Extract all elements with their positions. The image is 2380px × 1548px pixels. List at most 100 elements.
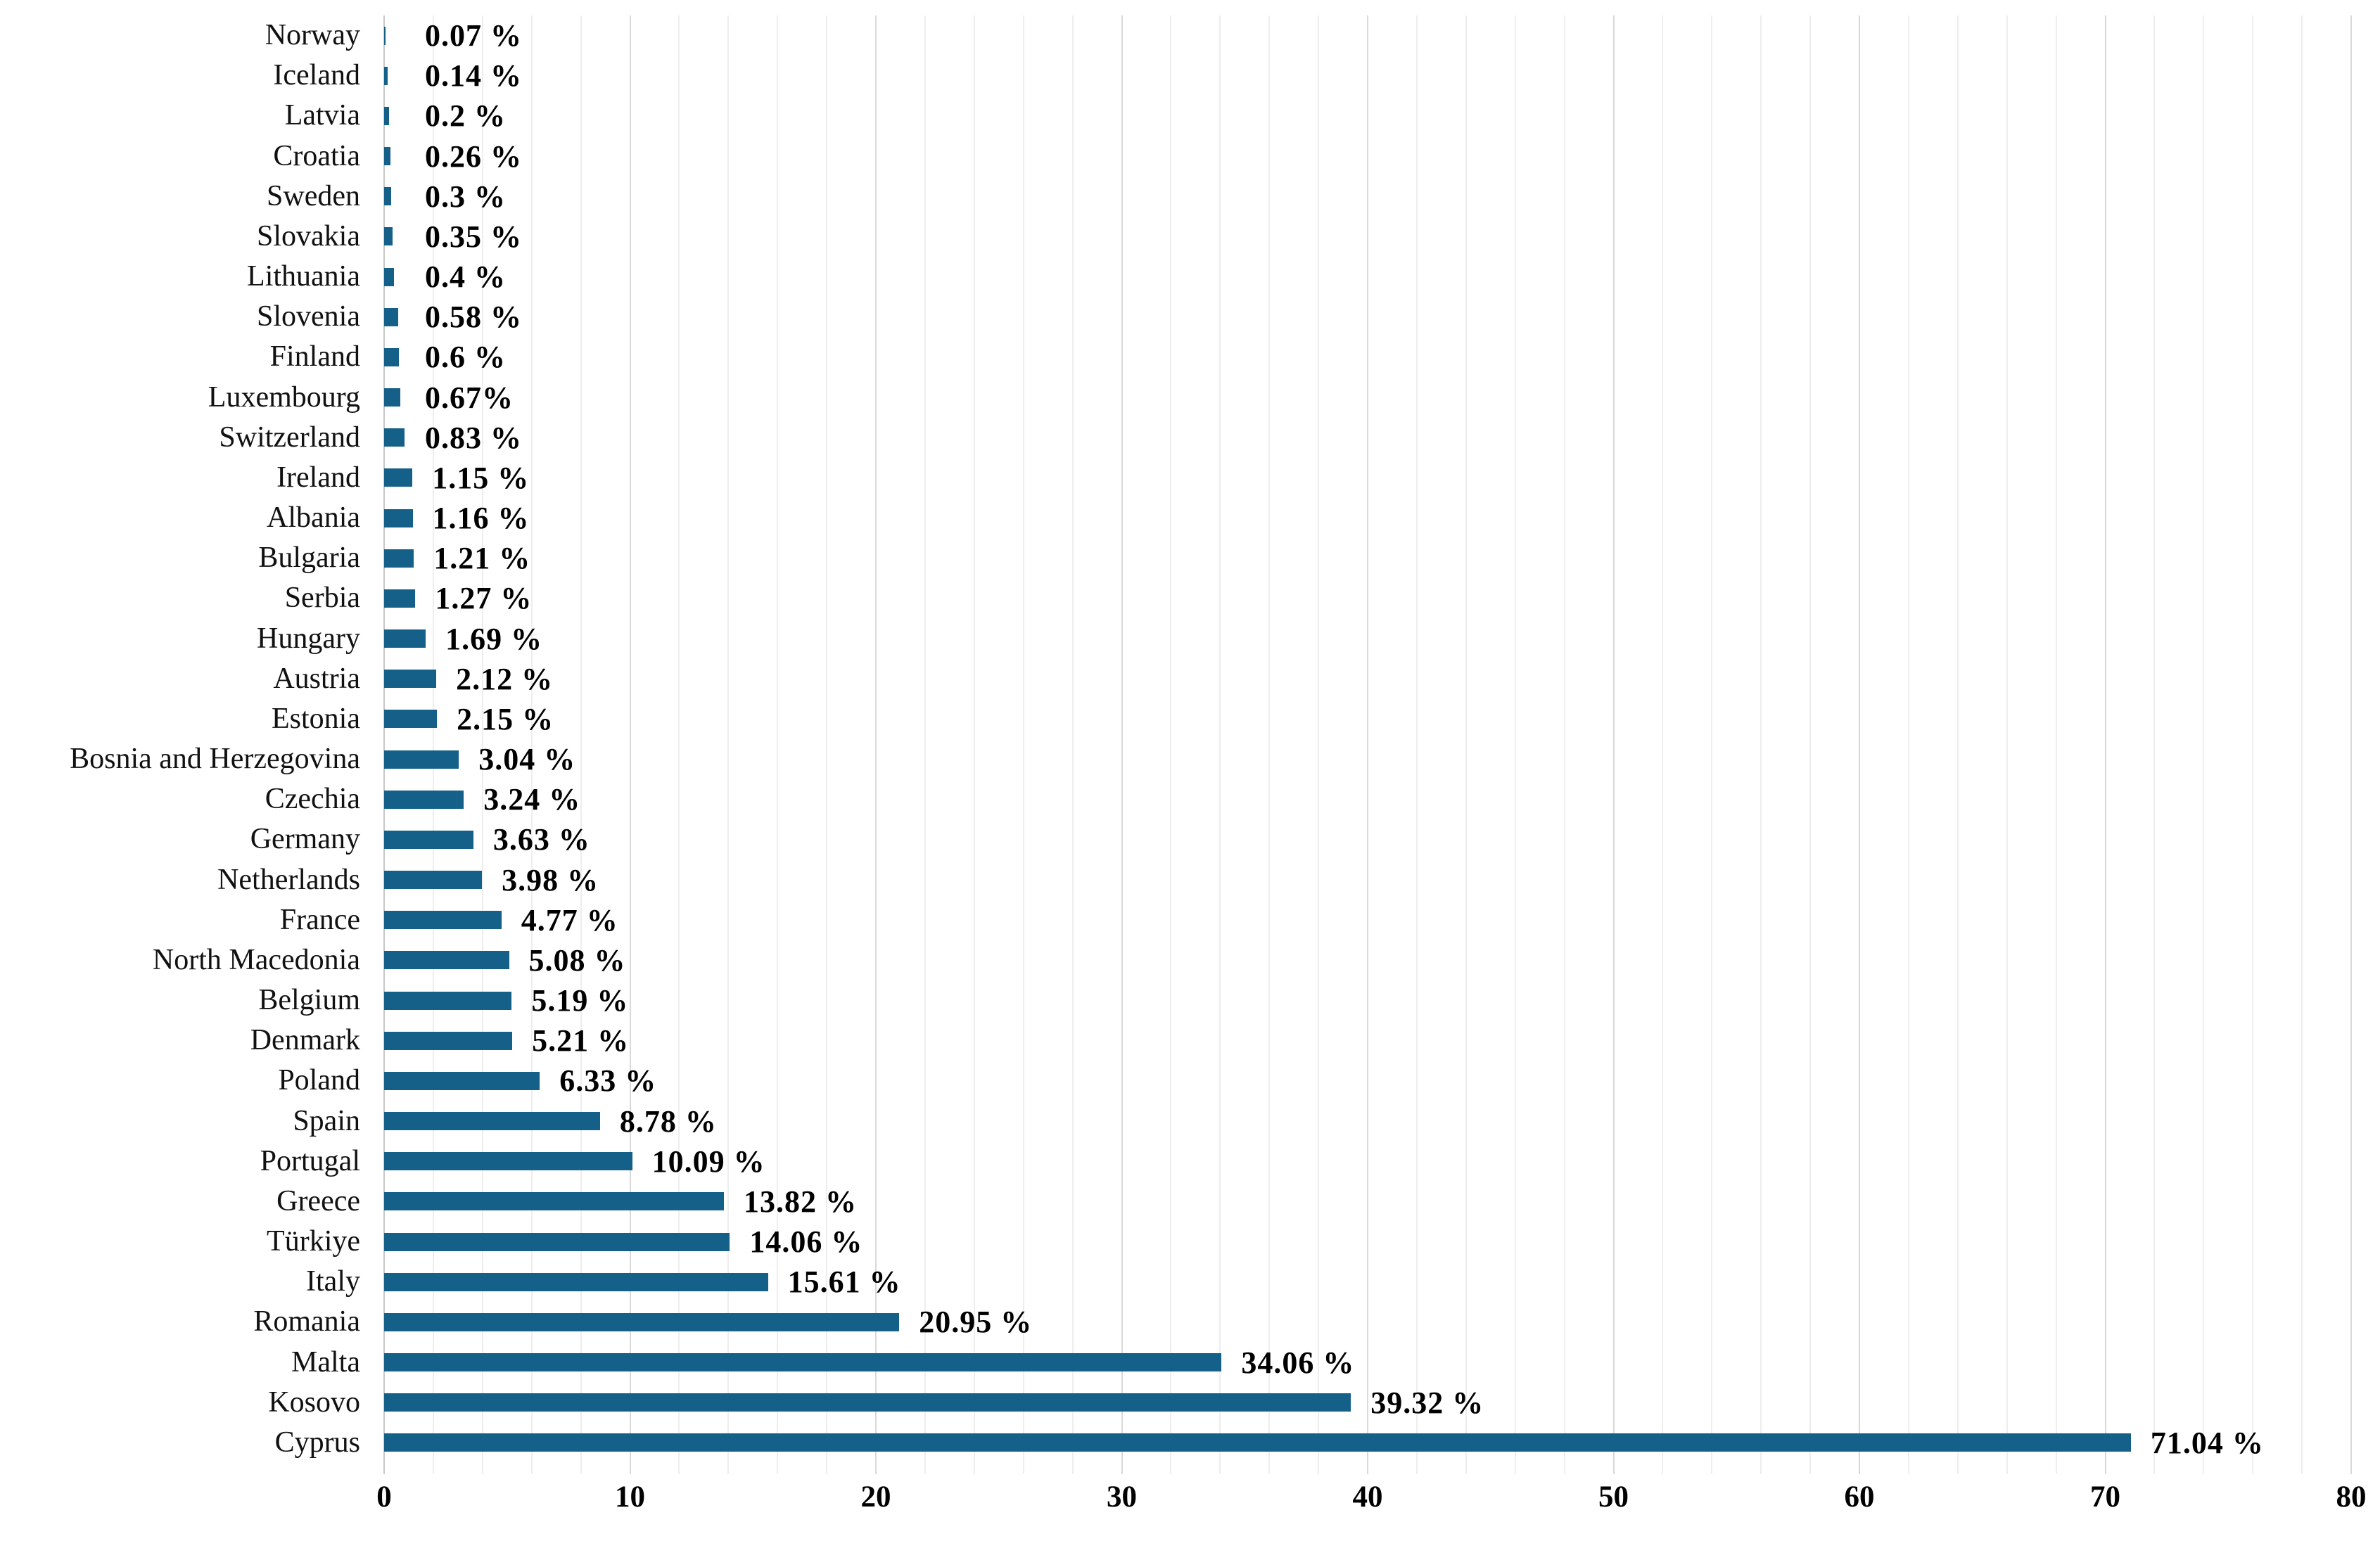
x-tick-label: 40 bbox=[1352, 1480, 1383, 1514]
bar bbox=[384, 347, 399, 366]
value-label: 4.77 % bbox=[521, 902, 618, 938]
value-label: 5.21 % bbox=[532, 1023, 630, 1058]
value-label: 0.6 % bbox=[425, 340, 506, 375]
country-label: Hungary bbox=[257, 622, 360, 655]
value-label: 5.08 % bbox=[528, 942, 626, 978]
gridline bbox=[2006, 15, 2008, 1474]
value-label: 1.15 % bbox=[432, 460, 530, 495]
gridline bbox=[1268, 15, 1271, 1474]
country-label: Croatia bbox=[273, 139, 360, 172]
country-label: Türkiye bbox=[267, 1225, 360, 1258]
gridline bbox=[1760, 15, 1762, 1474]
value-label: 5.19 % bbox=[531, 983, 629, 1018]
gridline bbox=[1121, 15, 1123, 1474]
value-label: 0.83 % bbox=[425, 420, 522, 455]
x-tick-label: 70 bbox=[2090, 1480, 2120, 1514]
country-label: Spain bbox=[293, 1104, 360, 1137]
country-label: Albania bbox=[267, 501, 360, 534]
bar bbox=[384, 911, 502, 930]
country-label: Czechia bbox=[265, 783, 360, 816]
bar bbox=[384, 1232, 730, 1251]
value-label: 0.4 % bbox=[425, 260, 506, 294]
country-label: France bbox=[279, 903, 360, 936]
gridline bbox=[2203, 15, 2205, 1474]
bar bbox=[384, 790, 464, 809]
country-label: Italy bbox=[306, 1265, 360, 1298]
bar bbox=[384, 227, 393, 246]
bar bbox=[384, 549, 414, 568]
bar bbox=[384, 871, 483, 890]
gridline bbox=[2055, 15, 2057, 1474]
gridline bbox=[1711, 15, 1713, 1474]
bar bbox=[384, 1272, 768, 1291]
value-label: 20.95 % bbox=[919, 1305, 1033, 1340]
gridline bbox=[2252, 15, 2254, 1474]
value-label: 13.82 % bbox=[744, 1184, 857, 1219]
bar bbox=[384, 106, 389, 125]
x-tick-label: 50 bbox=[1598, 1480, 1629, 1514]
gridline bbox=[1367, 15, 1368, 1474]
gridline bbox=[1415, 15, 1418, 1474]
country-label: Portugal bbox=[260, 1144, 360, 1177]
value-label: 39.32 % bbox=[1370, 1385, 1484, 1420]
country-label: Kosovo bbox=[268, 1386, 360, 1419]
country-label: Serbia bbox=[284, 582, 360, 615]
country-label: Belgium bbox=[258, 984, 360, 1016]
bar bbox=[384, 991, 512, 1010]
country-label: Poland bbox=[278, 1064, 360, 1097]
x-tick-label: 80 bbox=[2336, 1480, 2367, 1514]
gridline bbox=[1662, 15, 1664, 1474]
gridline bbox=[777, 15, 779, 1474]
bar bbox=[384, 307, 399, 326]
country-label: North Macedonia bbox=[152, 943, 360, 976]
country-label: Lithuania bbox=[247, 260, 360, 293]
country-label: Switzerland bbox=[219, 421, 360, 454]
gridline bbox=[924, 15, 926, 1474]
value-label: 6.33 % bbox=[559, 1063, 657, 1099]
country-label: Romania bbox=[253, 1305, 360, 1338]
value-label: 0.35 % bbox=[425, 219, 522, 254]
bar bbox=[384, 1112, 600, 1131]
gridline bbox=[580, 15, 582, 1474]
bar bbox=[384, 1312, 900, 1331]
bar bbox=[384, 26, 386, 45]
bar bbox=[384, 951, 509, 970]
value-label: 14.06 % bbox=[749, 1224, 863, 1259]
gridline bbox=[826, 15, 828, 1474]
axis-line bbox=[383, 15, 385, 1474]
country-label: Cyprus bbox=[274, 1426, 360, 1459]
bar bbox=[384, 670, 437, 689]
country-label: Ireland bbox=[276, 461, 360, 494]
bar bbox=[384, 468, 413, 487]
value-label: 1.69 % bbox=[445, 621, 543, 656]
value-label: 0.14 % bbox=[425, 58, 522, 94]
bar bbox=[384, 66, 388, 85]
gridline bbox=[1809, 15, 1812, 1474]
country-label: Slovakia bbox=[257, 219, 360, 252]
bar bbox=[384, 750, 459, 769]
bar bbox=[384, 508, 413, 527]
gridline bbox=[530, 15, 533, 1474]
value-label: 2.15 % bbox=[457, 701, 554, 736]
country-label: Bosnia and Herzegovina bbox=[70, 743, 360, 775]
gridline bbox=[678, 15, 680, 1474]
gridline bbox=[1907, 15, 1909, 1474]
bar bbox=[384, 629, 426, 648]
country-label: Sweden bbox=[267, 179, 360, 212]
bar bbox=[384, 1192, 724, 1211]
gridline bbox=[2153, 15, 2156, 1474]
value-label: 34.06 % bbox=[1241, 1345, 1355, 1380]
gridline bbox=[2104, 15, 2106, 1474]
value-label: 3.24 % bbox=[483, 782, 581, 817]
value-label: 0.2 % bbox=[425, 98, 506, 134]
value-label: 0.3 % bbox=[425, 179, 506, 214]
country-label: Austria bbox=[273, 662, 360, 695]
gridline bbox=[1612, 15, 1615, 1474]
x-tick-label: 20 bbox=[860, 1480, 891, 1514]
country-label: Netherlands bbox=[217, 863, 360, 896]
gridline bbox=[1071, 15, 1074, 1474]
gridline bbox=[1465, 15, 1467, 1474]
